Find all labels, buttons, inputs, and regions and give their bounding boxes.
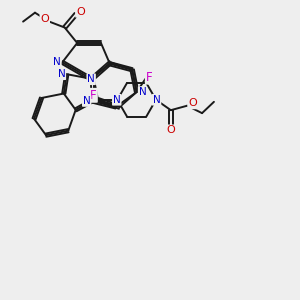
Text: O: O — [40, 14, 49, 24]
Text: N: N — [83, 96, 91, 106]
Text: N: N — [53, 57, 61, 67]
Text: N: N — [153, 95, 160, 105]
Text: N: N — [113, 95, 121, 105]
Text: N: N — [58, 69, 65, 79]
Text: O: O — [76, 7, 85, 17]
Text: N: N — [139, 87, 146, 97]
Text: F: F — [90, 89, 97, 102]
Text: O: O — [188, 98, 197, 108]
Text: N: N — [87, 74, 95, 84]
Text: F: F — [146, 71, 152, 84]
Text: O: O — [167, 125, 175, 135]
